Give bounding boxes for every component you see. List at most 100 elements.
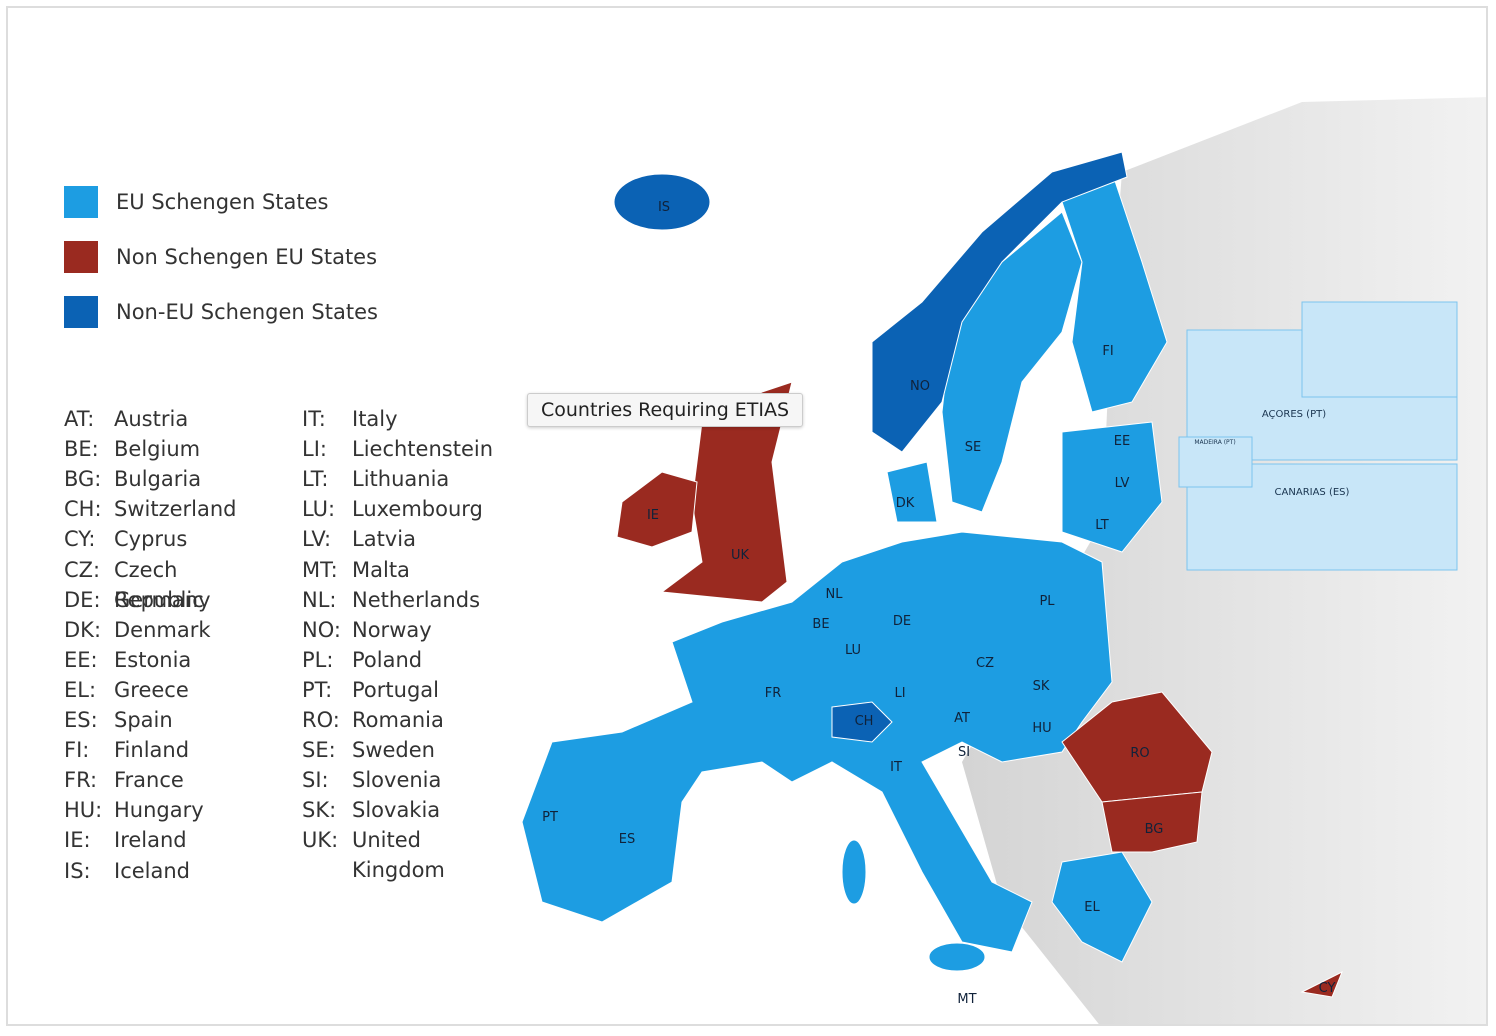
country-name: Austria [114, 407, 189, 431]
country-name: United Kingdom [352, 828, 445, 883]
country-label: UK [731, 548, 750, 563]
country-label: DE [893, 614, 911, 629]
country-code: BG: [64, 467, 102, 492]
country-label: CY [1319, 981, 1336, 996]
code-row: RO: Romania [302, 705, 502, 735]
country-code: PT: [302, 677, 333, 702]
country-name: Spain [114, 708, 173, 732]
country-name: Norway [352, 617, 432, 642]
legend-swatch [64, 241, 98, 273]
country-code: RO: [302, 708, 340, 732]
country-name: Bulgaria [114, 467, 202, 492]
country-label: NO [910, 379, 930, 394]
country-name: Poland [352, 647, 423, 672]
code-row: CY: Cyprus [64, 524, 264, 554]
country-name: Liechtenstein [352, 437, 494, 462]
country-code: CY: [64, 527, 96, 552]
country-code: NO: [302, 617, 341, 642]
country-name: Greece [114, 677, 189, 702]
code-row: NL: Netherlands [302, 585, 502, 615]
inset-boxes [1178, 301, 1458, 571]
country-name: Portugal [352, 677, 439, 702]
country-name: Luxembourg [352, 497, 483, 522]
code-row: PL: Poland [302, 645, 502, 675]
country-label: LV [1115, 476, 1130, 491]
code-row: LV: Latvia [302, 524, 502, 554]
code-row: HU: Hungary [64, 795, 264, 825]
country-code: LU: [302, 497, 336, 522]
legend-item: Non Schengen EU States [64, 241, 377, 273]
code-row: NO: Norway [302, 615, 502, 645]
code-row: SI: Slovenia [302, 765, 502, 795]
code-row: AT: Austria [64, 404, 264, 434]
country-label: EL [1084, 900, 1100, 915]
country-code: FI: [64, 738, 90, 763]
legend-swatch [64, 296, 98, 328]
country-name: Denmark [114, 617, 211, 642]
legend-swatch [64, 186, 98, 218]
country-label: BG [1145, 822, 1164, 837]
country-name: Netherlands [352, 587, 481, 612]
country-code: IS: [64, 858, 91, 883]
country-name: Switzerland [114, 497, 237, 522]
code-row: EL: Greece [64, 675, 264, 705]
country-code: PL: [302, 647, 334, 672]
country-label: FR [765, 686, 782, 701]
country-name: Iceland [114, 858, 191, 883]
country-code: SI: [302, 768, 329, 793]
country-label: LI [894, 686, 905, 701]
country-label: RO [1130, 746, 1149, 761]
code-row: CZ: Czech Republic [64, 555, 264, 615]
country-code: CZ: [64, 557, 101, 582]
code-row: FR: France [64, 765, 264, 795]
legend-item: Non-EU Schengen States [64, 296, 378, 328]
country-code: EL: [64, 677, 97, 702]
country-code: EE: [64, 647, 98, 672]
country-code: DK: [64, 617, 102, 642]
country-name: Slovenia [352, 768, 442, 793]
country-code: CH: [64, 497, 102, 522]
country-name: Belgium [114, 437, 201, 462]
code-row: BG: Bulgaria [64, 464, 264, 494]
country-code: IT: [302, 407, 326, 431]
code-row: BE: Belgium [64, 434, 264, 464]
code-row: FI: Finland [64, 735, 264, 765]
country-code: LV: [302, 527, 332, 552]
country-label: SI [958, 745, 970, 760]
country-label: ES [619, 832, 635, 847]
country-label: DK [896, 496, 915, 511]
country-code: ES: [64, 708, 98, 732]
legend-label: EU Schengen States [116, 190, 329, 214]
country-label: LT [1095, 518, 1108, 533]
code-row: LT: Lithuania [302, 464, 502, 494]
country-label: BE [812, 617, 829, 632]
country-label: LU [845, 643, 861, 658]
country-name: Cyprus [114, 527, 188, 552]
country-code: FR: [64, 768, 98, 793]
code-row: SE: Sweden [302, 735, 502, 765]
non-schengen-eu-shapes [616, 381, 1343, 998]
legend-label: Non Schengen EU States [116, 245, 378, 269]
inset-label: AÇORES (PT) [1262, 409, 1326, 420]
country-code: NL: [302, 587, 337, 612]
country-label: NL [826, 587, 844, 602]
code-row: ES: Spain [64, 705, 264, 735]
code-row: CH: Switzerland [64, 494, 264, 524]
tooltip: Countries Requiring ETIAS [527, 393, 804, 427]
country-label: PT [542, 810, 558, 825]
code-row: UK: United Kingdom [302, 825, 502, 885]
legend-item: EU Schengen States [64, 186, 329, 218]
map-frame: IS NO SE FI EE LV LT DK IE UK NL BE LU DE PL CZ SK FR LI CH… [6, 6, 1488, 1026]
country-code: HU: [64, 798, 103, 823]
inset-label: CANARIAS (ES) [1275, 487, 1350, 498]
country-name: Italy [352, 407, 398, 431]
code-row: IE: Ireland [64, 825, 264, 855]
country-name: Hungary [114, 798, 204, 823]
code-row: EE: Estonia [64, 645, 264, 675]
country-code: SE: [302, 738, 336, 763]
country-name: Czech Republic [114, 557, 204, 612]
country-name: Estonia [114, 647, 192, 672]
country-name: Romania [352, 708, 444, 732]
country-label: CZ [976, 656, 994, 671]
code-row: SK: Slovakia [302, 795, 502, 825]
